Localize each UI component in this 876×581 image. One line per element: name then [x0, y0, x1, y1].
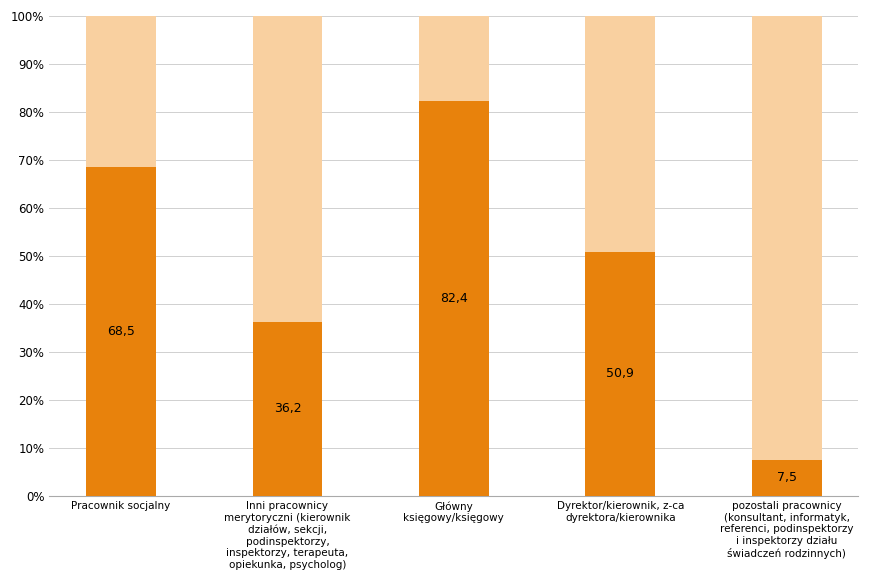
Bar: [252, 16, 322, 322]
Text: 7,5: 7,5: [777, 471, 796, 484]
Bar: [752, 460, 822, 496]
Text: 68,5: 68,5: [107, 325, 135, 338]
Bar: [419, 101, 489, 496]
Text: 36,2: 36,2: [273, 403, 301, 415]
Bar: [86, 167, 156, 496]
Bar: [585, 16, 655, 252]
Bar: [86, 16, 156, 167]
Text: 50,9: 50,9: [606, 367, 634, 380]
Bar: [419, 16, 489, 101]
Text: 82,4: 82,4: [440, 292, 468, 304]
Bar: [252, 322, 322, 496]
Bar: [752, 16, 822, 460]
Bar: [585, 252, 655, 496]
